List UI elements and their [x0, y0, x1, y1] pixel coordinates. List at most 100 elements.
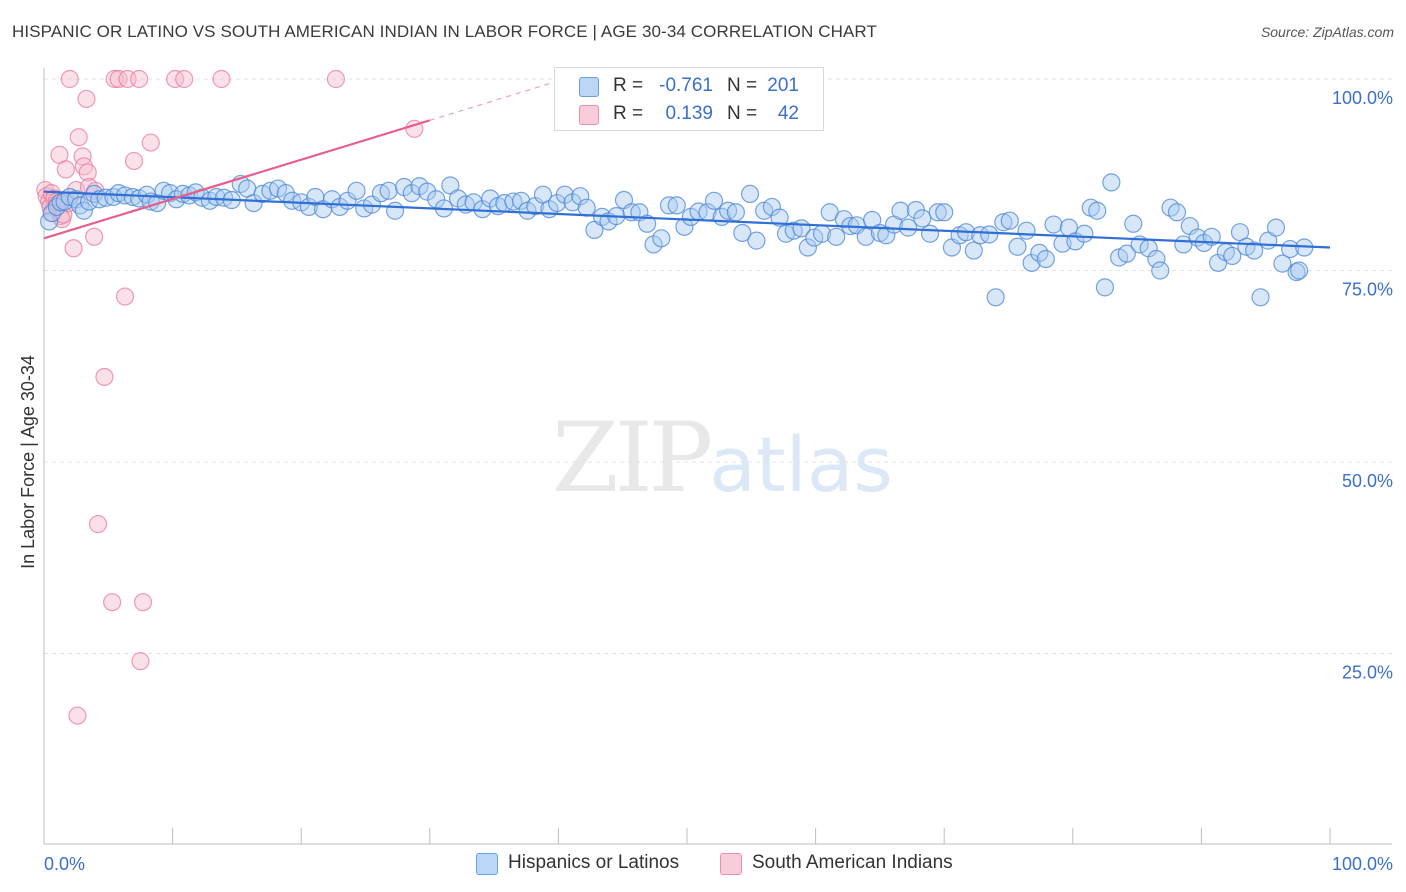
y-tick-label: 25.0%	[1342, 663, 1393, 683]
point-hispanic	[733, 223, 752, 243]
point-hispanic	[1000, 211, 1019, 230]
series-legend-label: South American Indians	[752, 852, 953, 873]
point-hispanic	[920, 224, 940, 243]
source-credit: Source: ZipAtlas.com	[1260, 24, 1394, 40]
point-hispanic	[1117, 244, 1136, 263]
point-hispanic	[891, 201, 910, 220]
point-hispanic	[740, 184, 760, 203]
point-south-american-indian	[68, 706, 87, 725]
legend-r-label: R =	[613, 75, 644, 96]
point-hispanic	[1022, 253, 1041, 272]
point-south-american-indian	[130, 69, 149, 89]
series-swatch-blue	[476, 853, 498, 875]
y-tick-label: 75.0%	[1342, 280, 1393, 300]
point-hispanic	[1008, 237, 1027, 256]
point-south-american-indian	[56, 160, 75, 179]
point-hispanic	[1290, 261, 1309, 280]
legend-n-value: 42	[777, 103, 799, 124]
point-south-american-indian	[212, 69, 231, 89]
point-south-american-indian	[103, 593, 122, 612]
correlation-legend: R = -0.761 N = 201 R = 0.139 N = 42	[554, 67, 824, 131]
trendline-hispanic	[43, 190, 1331, 249]
trendline-south-american-indian	[43, 119, 431, 240]
zipatlas-watermark: ZIPatlas	[552, 402, 893, 514]
legend-n-label: N =	[727, 103, 758, 124]
point-hispanic	[571, 187, 590, 206]
series-legend-label: Hispanics or Latinos	[508, 852, 680, 873]
point-hispanic	[827, 227, 846, 246]
point-hispanic	[1036, 249, 1055, 269]
watermark-zip: ZIP	[552, 402, 713, 514]
point-hispanic	[667, 196, 686, 215]
point-hispanic	[1151, 261, 1170, 280]
legend-swatch-pink	[579, 105, 599, 125]
trendline-extension-south-american-indian	[429, 82, 553, 121]
point-hispanic	[1044, 215, 1063, 234]
point-hispanic	[1245, 241, 1264, 260]
legend-r-value: -0.761	[659, 75, 713, 96]
legend-swatch-blue	[579, 77, 599, 97]
point-south-american-indian	[64, 239, 83, 258]
point-hispanic	[1266, 218, 1286, 237]
point-south-american-indian	[77, 89, 96, 109]
point-hispanic	[1124, 214, 1143, 233]
point-south-american-indian	[115, 287, 135, 306]
x-tick-label: 0.0%	[44, 854, 85, 874]
point-hispanic	[798, 238, 817, 257]
legend-r-value: 0.139	[665, 103, 713, 124]
point-hispanic	[1095, 278, 1115, 297]
point-hispanic	[1273, 254, 1292, 273]
point-south-american-indian	[124, 151, 144, 171]
point-hispanic	[347, 181, 366, 200]
point-hispanic	[379, 181, 398, 200]
point-hispanic	[638, 214, 657, 233]
point-south-american-indian	[105, 69, 124, 89]
point-hispanic	[1167, 203, 1187, 222]
legend-row-south-american-indian: R = 0.139 N = 42	[555, 100, 823, 128]
point-hispanic	[1251, 288, 1270, 307]
point-hispanic	[652, 229, 671, 248]
point-hispanic	[512, 191, 531, 210]
point-hispanic	[899, 218, 918, 237]
point-hispanic	[1102, 173, 1121, 192]
point-hispanic	[1088, 201, 1107, 220]
point-hispanic	[935, 203, 954, 222]
y-tick-label: 100.0%	[1332, 88, 1393, 108]
x-tick-label: 100.0%	[1332, 854, 1393, 874]
legend-row-hispanic: R = -0.761 N = 201	[555, 72, 823, 100]
watermark-atlas: atlas	[709, 420, 893, 509]
point-hispanic	[770, 208, 789, 227]
point-hispanic	[504, 192, 523, 211]
point-south-american-indian	[60, 69, 79, 89]
point-hispanic	[913, 209, 932, 228]
legend-n-value: 201	[767, 75, 799, 96]
point-south-american-indian	[85, 227, 104, 246]
point-hispanic	[994, 213, 1013, 232]
point-south-american-indian	[95, 367, 114, 387]
chart-title: HISPANIC OR LATINO VS SOUTH AMERICAN IND…	[12, 22, 877, 41]
point-hispanic	[1202, 227, 1221, 246]
point-hispanic	[481, 189, 500, 208]
point-south-american-indian	[69, 128, 88, 147]
point-hispanic	[747, 231, 766, 250]
point-hispanic	[1147, 249, 1166, 269]
point-south-american-indian	[133, 593, 153, 612]
point-hispanic	[283, 191, 302, 210]
point-hispanic	[1161, 198, 1180, 217]
y-axis-label: In Labor Force | Age 30-34	[18, 355, 38, 569]
point-hispanic	[704, 191, 724, 210]
point-south-american-indian	[326, 69, 346, 89]
point-hispanic	[577, 198, 596, 217]
point-hispanic	[1017, 221, 1036, 240]
point-hispanic	[719, 201, 738, 220]
point-hispanic	[659, 196, 679, 215]
point-hispanic	[964, 241, 983, 260]
legend-r-label: R =	[613, 103, 644, 124]
point-hispanic	[207, 187, 226, 207]
point-hispanic	[123, 187, 142, 207]
point-hispanic	[385, 201, 405, 220]
point-hispanic	[402, 184, 421, 203]
y-tick-label: 50.0%	[1342, 471, 1393, 491]
series-legend: Hispanics or Latinos South American Indi…	[0, 852, 1406, 878]
